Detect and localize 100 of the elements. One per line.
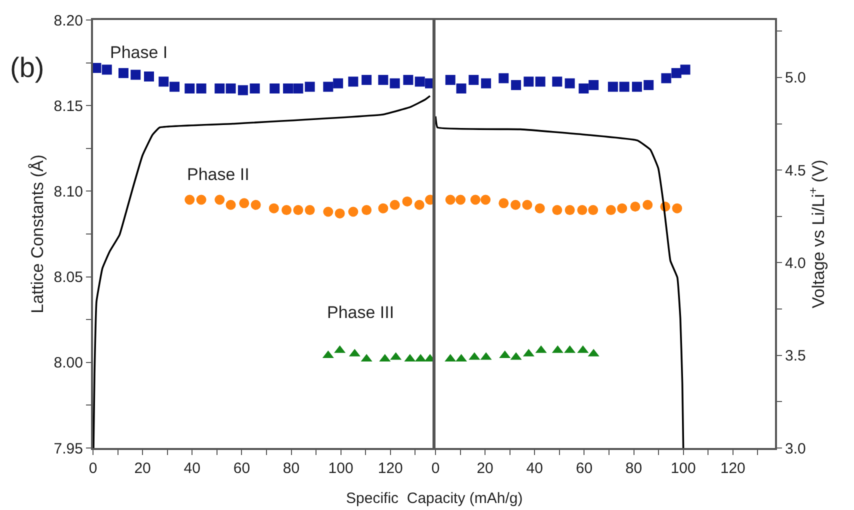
x-tick-label: 100 (328, 460, 354, 477)
point (535, 76, 546, 87)
text: (b) (10, 52, 44, 83)
point (630, 202, 640, 212)
point (378, 74, 388, 85)
point (588, 80, 599, 90)
y2-tick-label: 3.5 (785, 348, 806, 365)
annotation: Phase II (187, 165, 250, 184)
point (498, 73, 509, 84)
point (238, 85, 248, 96)
annotation: Phase III (327, 303, 394, 322)
point (480, 194, 491, 205)
point (334, 208, 345, 218)
point (304, 82, 315, 92)
point (578, 83, 589, 94)
point (239, 198, 250, 208)
point (293, 205, 304, 216)
point (661, 73, 672, 84)
point (333, 78, 344, 88)
point (456, 83, 466, 94)
x-tick-label: 120 (378, 460, 403, 477)
point (402, 196, 412, 206)
x-tick-label: 40 (184, 460, 200, 477)
point (282, 205, 292, 216)
x-tick-label: 0 (431, 460, 440, 477)
point (130, 70, 141, 80)
point (498, 198, 509, 208)
point (445, 74, 456, 85)
point (511, 80, 522, 90)
point (158, 76, 169, 87)
point (196, 83, 206, 94)
x-tick-label: 80 (282, 460, 300, 477)
y-tick-label: 7.95 (54, 440, 83, 458)
point (414, 76, 425, 87)
point (619, 82, 630, 92)
point (470, 194, 480, 205)
y-tick-label: 8.20 (54, 12, 83, 30)
point (606, 205, 616, 216)
point (456, 194, 466, 205)
point (672, 203, 682, 214)
point (348, 206, 358, 217)
point (270, 83, 280, 94)
point (390, 78, 400, 88)
point (390, 200, 400, 210)
point (524, 76, 534, 87)
point (564, 78, 575, 88)
point (510, 200, 521, 210)
point (144, 72, 154, 82)
point (214, 194, 225, 205)
x-tick-label: 60 (233, 460, 250, 477)
point (184, 194, 195, 205)
point (293, 83, 304, 94)
x-tick-label: 20 (476, 460, 494, 477)
y2-tick-label: 4.0 (785, 254, 806, 272)
point (184, 83, 195, 94)
y2-tick-label: 4.5 (785, 162, 806, 180)
point (304, 205, 315, 216)
point (250, 200, 261, 210)
point (522, 200, 532, 210)
x-axis-title: Specific Capacity (mAh/g) (346, 490, 523, 507)
y-tick-label: 8.05 (54, 269, 83, 286)
point (642, 200, 653, 210)
point (118, 68, 128, 78)
point (468, 74, 479, 85)
point (534, 203, 545, 214)
point (644, 80, 654, 90)
point (481, 78, 492, 88)
point (196, 194, 206, 205)
y-tick-label: 8.15 (54, 98, 83, 115)
point (226, 83, 236, 94)
y-axis-title: Lattice Constants (Å) (28, 154, 47, 314)
point (362, 74, 372, 85)
point (608, 82, 618, 92)
point (268, 203, 279, 214)
point (323, 82, 334, 92)
point (102, 64, 112, 75)
line-series (436, 115, 684, 448)
annotation: Phase I (110, 43, 168, 62)
point (577, 205, 588, 216)
point (680, 64, 690, 75)
x-tick-label: 40 (526, 460, 543, 477)
x-tick-label: 100 (670, 460, 696, 477)
point (378, 203, 388, 214)
point (445, 194, 456, 205)
point (552, 76, 562, 87)
point (588, 205, 598, 216)
y2-tick-label: 3.0 (785, 440, 806, 458)
x-tick-label: 0 (88, 460, 98, 477)
point (414, 200, 424, 210)
point (170, 82, 180, 92)
x-tick-label: 20 (134, 460, 151, 477)
y2-tick-label: 5.0 (785, 70, 806, 87)
point (671, 68, 682, 78)
point (323, 206, 334, 217)
point (348, 76, 358, 87)
point (283, 83, 294, 94)
point (214, 83, 225, 94)
point (403, 74, 414, 85)
y-tick-label: 8.10 (54, 183, 83, 200)
point (632, 82, 642, 92)
